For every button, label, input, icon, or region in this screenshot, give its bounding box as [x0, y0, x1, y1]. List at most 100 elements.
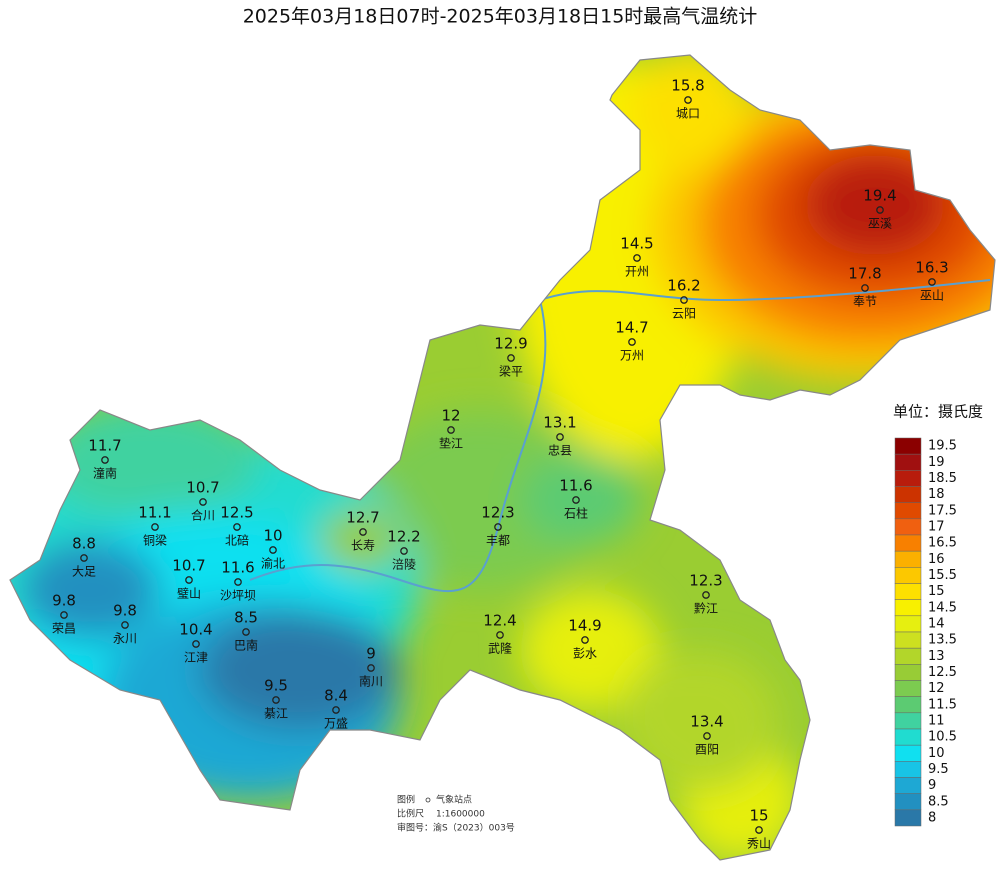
station-marker — [332, 706, 340, 714]
station-marker — [633, 254, 641, 262]
station-value: 14.7 — [615, 319, 648, 337]
legend-swatch — [894, 518, 922, 536]
station-name: 丰都 — [486, 534, 510, 548]
legend-swatch — [894, 583, 922, 600]
legend-label: 9.5 — [928, 762, 949, 777]
station-marker — [680, 296, 688, 304]
legend-swatch — [894, 470, 922, 487]
station-marker — [199, 498, 207, 506]
legend-label: 18 — [928, 487, 945, 502]
station-marker — [242, 628, 250, 636]
legend-swatch — [894, 550, 922, 568]
station-name: 云阳 — [672, 307, 696, 321]
legend-label: 10 — [928, 746, 945, 761]
station-name: 荣昌 — [52, 622, 76, 636]
station-name: 城口 — [676, 107, 700, 121]
note-scale-label: 比例尺 — [397, 808, 424, 820]
legend-swatch — [894, 728, 922, 746]
station-value: 15.8 — [671, 77, 704, 95]
legend-swatch — [894, 534, 922, 552]
legend-label: 10.5 — [928, 730, 957, 745]
legend-label: 8.5 — [928, 794, 949, 809]
legend-label: 13.5 — [928, 633, 957, 648]
legend-swatch — [894, 777, 922, 794]
station-value: 16.3 — [915, 259, 948, 277]
station-marker — [192, 640, 200, 648]
station-name: 巴南 — [234, 638, 258, 653]
station-name: 忠县 — [548, 444, 572, 458]
station-value: 10.7 — [172, 557, 205, 575]
station-name: 垫江 — [439, 436, 463, 451]
title: 2025年03月18日07时-2025年03月18日15时最高气温统计 — [243, 6, 758, 28]
legend-label: 13 — [928, 649, 945, 664]
note-symbol — [425, 797, 431, 803]
station-value: 12.5 — [220, 504, 253, 522]
station-marker — [703, 732, 711, 740]
station-value: 16.2 — [667, 277, 700, 295]
legend-swatch — [894, 453, 922, 471]
station-marker — [876, 206, 884, 214]
legend-swatch — [894, 712, 922, 730]
legend-label: 14 — [928, 616, 945, 631]
station-name: 万盛 — [324, 716, 348, 731]
station-name: 綦江 — [264, 707, 288, 721]
station-name: 南川 — [359, 674, 383, 689]
station-marker — [861, 284, 869, 292]
station-value: 19.4 — [863, 187, 896, 205]
legend-swatch — [894, 502, 922, 520]
station-name: 潼南 — [93, 466, 117, 481]
station-name: 江津 — [184, 651, 208, 665]
note-legend: 图例 — [397, 794, 415, 806]
station-value: 9.8 — [52, 592, 76, 610]
station-name: 渝北 — [261, 556, 285, 571]
legend-label: 12.5 — [928, 665, 957, 680]
station-marker — [367, 664, 375, 672]
region-outline — [9, 54, 996, 861]
station-marker — [581, 636, 589, 644]
legend-label: 17.5 — [928, 503, 957, 518]
station-name: 璧山 — [177, 586, 201, 601]
station-value: 9.5 — [264, 677, 288, 695]
station-name: 秀山 — [747, 837, 771, 851]
station-name: 永川 — [113, 632, 137, 646]
station-value: 12.3 — [481, 504, 514, 522]
station-marker — [556, 433, 564, 441]
station-marker — [101, 456, 109, 464]
station-marker — [121, 621, 129, 629]
station-value: 8.8 — [72, 535, 96, 553]
legend-label: 16.5 — [928, 536, 957, 551]
station-value: 13.1 — [543, 414, 576, 432]
station-value: 8.4 — [324, 687, 348, 705]
legend-swatch — [894, 486, 922, 503]
legend-label: 19.5 — [928, 439, 957, 454]
station-marker — [684, 96, 692, 104]
legend-swatch — [894, 631, 922, 649]
station-marker — [185, 576, 193, 584]
station-marker — [151, 523, 159, 531]
station-name: 涪陵 — [392, 557, 416, 572]
legend-unit: 单位：摄氏度 — [893, 403, 983, 421]
legend-swatch — [894, 809, 922, 827]
station-value: 9.8 — [113, 602, 137, 620]
station-marker — [755, 826, 763, 834]
station-marker — [496, 631, 504, 639]
station-marker — [447, 426, 455, 434]
station-marker — [400, 547, 408, 555]
station-name: 开州 — [625, 265, 649, 279]
station-marker — [572, 496, 580, 504]
station-marker — [272, 696, 280, 704]
legend-swatch — [894, 664, 922, 681]
station-name: 奉节 — [853, 295, 877, 309]
station-name: 石柱 — [564, 506, 588, 521]
legend-swatch — [894, 680, 922, 697]
station-value: 12.9 — [494, 335, 527, 353]
station-value: 11.6 — [559, 477, 592, 495]
station-value: 17.8 — [848, 265, 881, 283]
station-value: 12 — [441, 407, 460, 425]
station-marker — [628, 338, 636, 346]
note-review: 审图号：渝S（2023）003号 — [397, 822, 515, 834]
legend-swatch — [894, 744, 922, 762]
